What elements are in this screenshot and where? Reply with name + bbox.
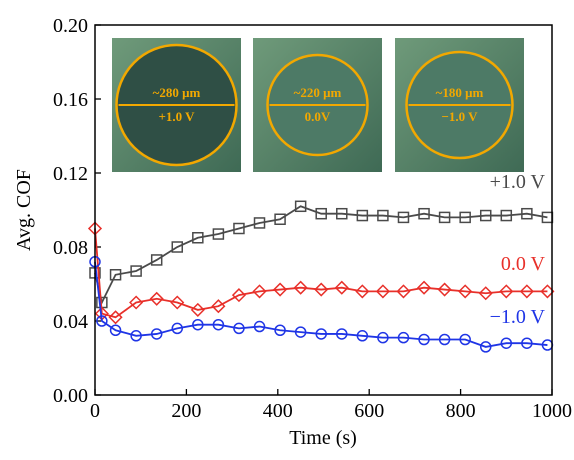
- marker: [500, 209, 513, 222]
- marker: [418, 333, 430, 346]
- marker: [96, 315, 108, 327]
- marker: [109, 324, 122, 336]
- series-line: [94, 205, 548, 306]
- marker: [377, 209, 389, 222]
- marker: [416, 280, 432, 295]
- x-tick-label: 0: [90, 400, 100, 422]
- marker: [315, 207, 327, 220]
- marker: [459, 211, 471, 224]
- marker: [500, 337, 513, 349]
- y-tick-label: 0.04: [53, 311, 88, 333]
- marker: [438, 211, 451, 224]
- marker: [171, 322, 184, 335]
- y-tick-label: 0.12: [53, 163, 88, 185]
- marker: [150, 254, 163, 266]
- marker: [233, 322, 245, 335]
- inset-size: ~280 μm: [153, 85, 201, 100]
- marker: [356, 330, 369, 342]
- marker: [355, 284, 370, 299]
- marker: [397, 211, 410, 224]
- marker: [212, 228, 225, 240]
- x-axis-label: Time (s): [289, 427, 357, 449]
- series-label: +1.0 V: [490, 171, 546, 193]
- marker: [438, 333, 451, 346]
- y-tick-label: 0.08: [53, 237, 88, 259]
- marker: [334, 280, 349, 295]
- y-tick-label: 0.00: [53, 385, 88, 407]
- series-line: [94, 261, 548, 348]
- marker: [294, 326, 307, 338]
- inset-voltage: −1.0 V: [441, 109, 478, 124]
- marker: [109, 269, 122, 281]
- marker: [274, 213, 286, 225]
- marker: [252, 284, 267, 299]
- marker: [192, 318, 204, 331]
- marker: [130, 330, 142, 342]
- x-tick-label: 600: [354, 400, 384, 422]
- marker: [170, 295, 185, 310]
- marker: [150, 328, 163, 340]
- marker: [294, 200, 307, 213]
- marker: [458, 284, 473, 299]
- marker: [108, 310, 123, 325]
- marker: [314, 282, 329, 297]
- x-tick-label: 400: [263, 400, 293, 422]
- marker: [336, 328, 348, 340]
- marker: [190, 302, 205, 317]
- marker: [499, 284, 514, 299]
- marker: [479, 209, 492, 222]
- marker: [149, 291, 164, 306]
- inset-size: ~180 μm: [436, 85, 484, 100]
- inset-voltage: 0.0V: [305, 109, 331, 124]
- marker: [418, 207, 430, 220]
- marker: [171, 241, 184, 253]
- inset-voltage: +1.0 V: [158, 109, 195, 124]
- series-label: 0.0 V: [501, 253, 546, 275]
- x-tick-label: 800: [446, 400, 476, 422]
- marker: [377, 331, 389, 344]
- marker: [130, 265, 142, 277]
- marker: [273, 282, 288, 297]
- marker: [211, 299, 226, 314]
- marker: [231, 288, 247, 303]
- y-axis-label: Avg. COF: [13, 169, 35, 251]
- marker: [519, 284, 534, 299]
- y-tick-label: 0.16: [53, 89, 88, 111]
- marker: [233, 222, 245, 235]
- marker: [253, 320, 266, 333]
- marker: [315, 328, 327, 340]
- marker: [478, 286, 493, 301]
- marker: [212, 318, 225, 331]
- series-line: [94, 228, 548, 319]
- marker: [274, 324, 286, 336]
- marker: [336, 207, 348, 220]
- inset-size: ~220 μm: [294, 85, 342, 100]
- marker: [129, 295, 144, 310]
- marker: [397, 331, 410, 344]
- marker: [396, 284, 411, 299]
- plot-frame: [94, 24, 553, 396]
- marker: [192, 232, 204, 244]
- marker: [253, 217, 266, 229]
- marker: [459, 333, 471, 346]
- marker: [293, 280, 308, 295]
- marker: [437, 282, 452, 297]
- series-label: −1.0 V: [490, 306, 546, 328]
- y-tick-label: 0.20: [53, 15, 88, 37]
- marker: [479, 341, 492, 353]
- marker: [521, 337, 533, 349]
- x-tick-label: 1000: [532, 400, 572, 422]
- x-tick-label: 200: [171, 400, 201, 422]
- marker: [521, 207, 533, 220]
- marker: [356, 209, 369, 222]
- marker: [375, 284, 390, 299]
